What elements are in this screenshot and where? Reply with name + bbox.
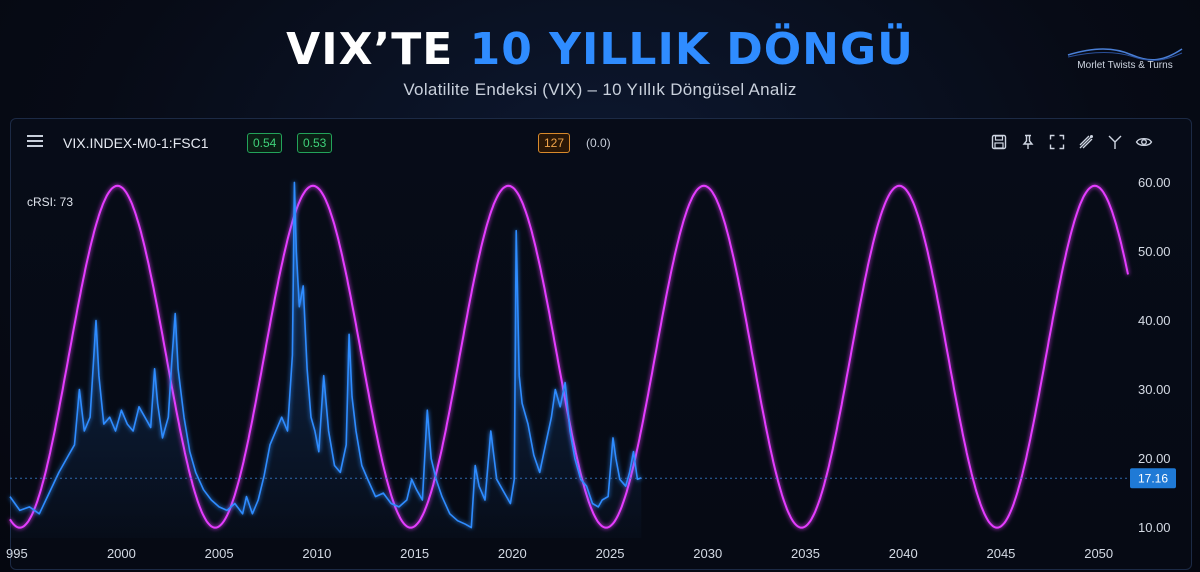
- page-subtitle: Volatilite Endeksi (VIX) – 10 Yıllık Dön…: [403, 80, 797, 99]
- x-tick-label: 2040: [889, 546, 918, 561]
- x-tick-label: 2010: [302, 546, 331, 561]
- indicator-label: cRSI: 73: [27, 195, 74, 209]
- x-tick-label: 2045: [986, 546, 1015, 561]
- x-tick-label: 2000: [107, 546, 136, 561]
- x-tick-label: 2050: [1084, 546, 1113, 561]
- x-tick-label: 2025: [596, 546, 625, 561]
- y-tick-label: 60.00: [1138, 175, 1171, 190]
- x-tick-label: 2035: [791, 546, 820, 561]
- x-tick-label: 995: [6, 546, 28, 561]
- save-icon[interactable]: [990, 133, 1008, 151]
- chart-toolbar: VIX.INDEX-M0-1:FSC1 0.54 0.53 127 (0.0): [11, 119, 1191, 167]
- brand-logo-icon: [1067, 48, 1183, 61]
- page-title: VIX’TE 10 YILLIK DÖNGÜ: [0, 22, 1200, 78]
- title-blue: 10 YILLIK DÖNGÜ: [469, 24, 914, 75]
- x-tick-label: 2030: [693, 546, 722, 561]
- eye-icon[interactable]: [1135, 133, 1153, 151]
- x-tick-label: 2015: [400, 546, 429, 561]
- pin-icon[interactable]: [1019, 133, 1037, 151]
- y-tick-label: 40.00: [1138, 313, 1171, 328]
- period-change: (0.0): [586, 136, 611, 150]
- x-tick-label: 2005: [205, 546, 234, 561]
- period-badge: 127: [538, 133, 571, 153]
- last-value-label: 17.16: [1138, 472, 1168, 486]
- vix-line: [9, 181, 642, 529]
- value-badge-2: 0.53: [297, 133, 333, 153]
- y-tick-label: 20.00: [1138, 451, 1171, 466]
- drawing-icon[interactable]: [1077, 133, 1095, 151]
- y-tick-label: 50.00: [1138, 244, 1171, 259]
- brand-name: Morlet Twists & Turns: [1077, 60, 1173, 71]
- title-white: VIX’TE: [286, 24, 454, 75]
- y-tick-label: 10.00: [1138, 520, 1171, 535]
- value-badge-1: 0.54: [247, 133, 283, 153]
- symbol-label[interactable]: VIX.INDEX-M0-1:FSC1: [63, 135, 209, 151]
- fullscreen-icon[interactable]: [1048, 133, 1066, 151]
- menu-icon[interactable]: [27, 135, 43, 149]
- vix-area: [10, 182, 642, 538]
- y-tick-label: 30.00: [1138, 382, 1171, 397]
- x-tick-label: 2020: [498, 546, 527, 561]
- last-value-badge: [1130, 468, 1176, 489]
- indicator-icon[interactable]: [1106, 133, 1124, 151]
